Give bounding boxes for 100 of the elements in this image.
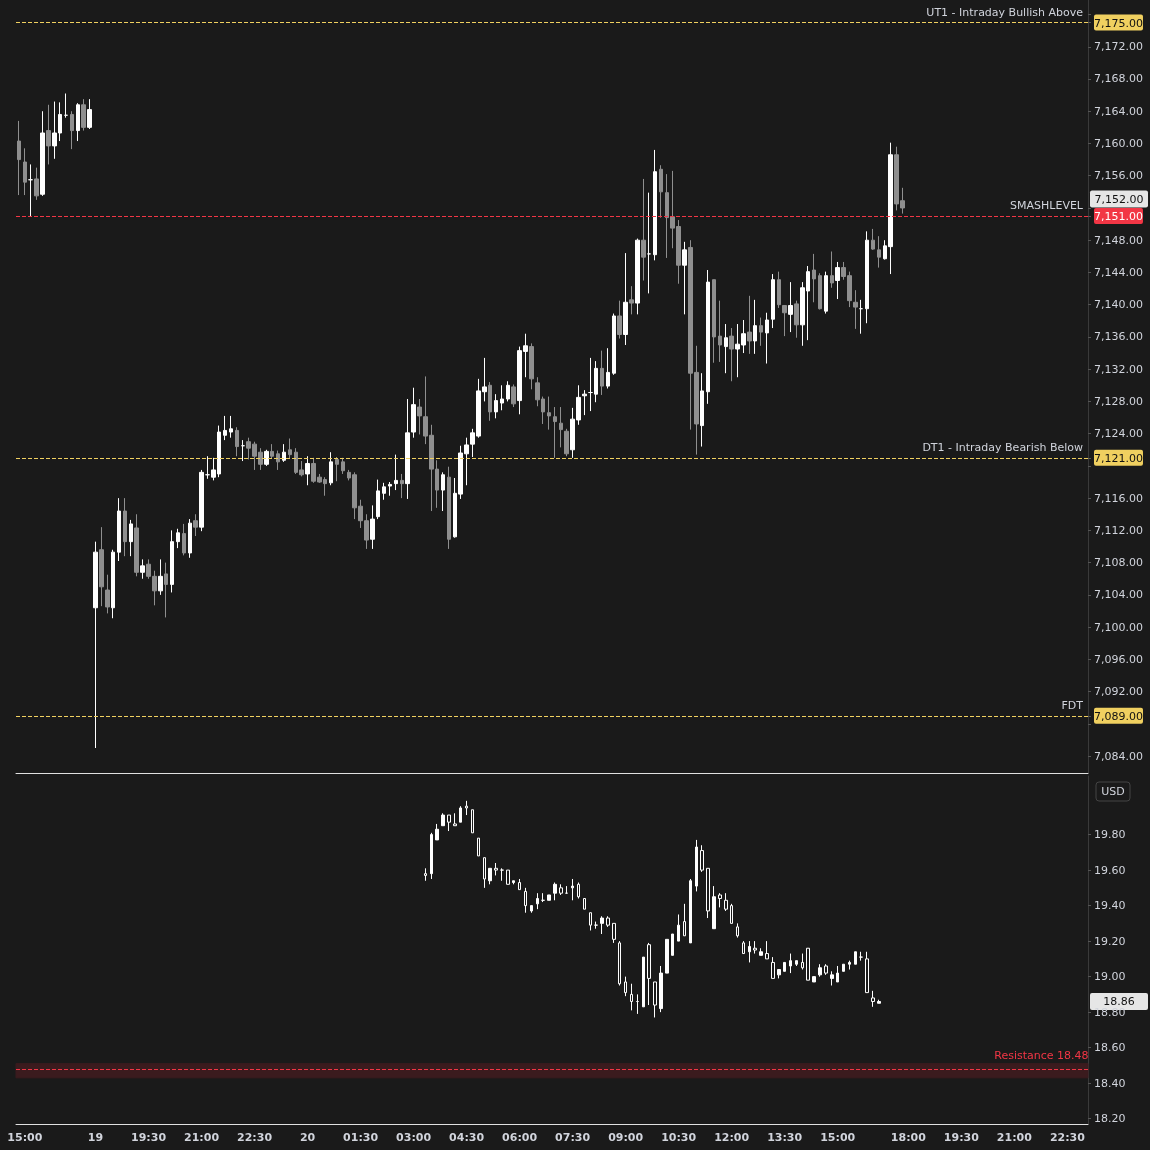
candlestick (17, 120, 21, 196)
candlestick (99, 526, 104, 607)
x-tick-label: 19 (87, 1131, 104, 1144)
candlestick (653, 149, 657, 261)
candlestick (618, 940, 621, 987)
candlestick (536, 892, 539, 910)
candlestick (630, 983, 633, 1011)
candlestick (771, 273, 775, 329)
candlestick (559, 406, 563, 448)
y-tick-label: 19.80 (1094, 828, 1126, 842)
y-tick-label: 18.60 (1094, 1041, 1126, 1055)
candlestick (695, 839, 698, 892)
candlestick (854, 951, 857, 965)
candlestick (483, 857, 486, 889)
candlestick (511, 383, 516, 408)
candlestick (447, 814, 451, 832)
candlestick (600, 350, 604, 396)
y-tick-label: 7,136.00 (1094, 330, 1143, 344)
candlestick (518, 878, 521, 891)
candlestick (370, 504, 375, 550)
candlestick (724, 323, 728, 374)
x-tick-label: 12:00 (714, 1131, 750, 1144)
candlestick (830, 250, 834, 289)
candlestick (176, 528, 180, 549)
candlestick (424, 867, 427, 882)
y-tick-label: 7,140.00 (1094, 298, 1143, 312)
x-tick-label: 15:00 (7, 1131, 43, 1144)
x-tick-label: 19:30 (943, 1131, 980, 1144)
candlestick (93, 541, 98, 749)
candlestick (582, 389, 587, 416)
candlestick (730, 903, 733, 924)
candlestick (158, 558, 163, 596)
candlestick (400, 473, 404, 499)
candlestick (642, 956, 645, 1008)
candlestick (806, 947, 810, 981)
candlestick (617, 300, 622, 340)
candlestick (441, 812, 445, 827)
candlestick (783, 961, 786, 972)
candlestick (506, 869, 510, 885)
candlestick (193, 513, 198, 537)
candlestick (818, 963, 822, 978)
candlestick (865, 951, 869, 994)
candlestick (606, 915, 610, 928)
y-tick-label: 7,175.00 (1094, 16, 1143, 30)
x-tick-label: 21:00 (184, 1131, 220, 1144)
candlestick (388, 481, 392, 497)
band-label: Resistance 18.48 (994, 1049, 1089, 1063)
y-tick-label: 7,168.00 (1094, 72, 1143, 86)
candlestick (871, 990, 875, 1008)
candlestick (471, 809, 474, 834)
x-tick-label: 01:30 (343, 1131, 379, 1144)
y-tick-label: 7,128.00 (1094, 394, 1143, 408)
candlestick (329, 451, 333, 486)
y-tick-label: 19.60 (1094, 863, 1126, 877)
candlestick (665, 938, 669, 974)
candlestick (818, 272, 822, 311)
candlestick (488, 867, 492, 885)
candlestick (718, 892, 722, 908)
candlestick (547, 894, 551, 901)
y-tick-label: 7,104.00 (1094, 588, 1143, 602)
candlestick (742, 940, 745, 955)
y-tick-label: 7,144.00 (1094, 265, 1143, 279)
y-tick-label: 7,151.00 (1094, 210, 1143, 224)
candlestick (606, 347, 610, 390)
candlestick (276, 450, 280, 471)
candlestick (824, 271, 828, 315)
candlestick (282, 443, 286, 463)
candlestick (748, 940, 751, 963)
candlestick (647, 192, 651, 294)
candlestick (877, 235, 881, 269)
candlestick (589, 912, 592, 931)
y-tick-label: 7,096.00 (1094, 652, 1143, 666)
candlestick (677, 913, 680, 942)
candlestick (782, 304, 787, 337)
candlestick (81, 98, 86, 132)
candlestick (771, 956, 775, 979)
candlestick (123, 497, 127, 557)
candlestick (117, 497, 121, 562)
candlestick (759, 317, 763, 347)
text: USD (1101, 785, 1125, 798)
candlestick (765, 312, 769, 365)
candlestick (812, 253, 816, 303)
candlestick (564, 428, 569, 457)
x-tick-label: 20 (299, 1131, 316, 1144)
candlestick (795, 960, 798, 967)
candlestick (877, 999, 881, 1004)
candlestick (229, 415, 233, 439)
y-tick-label: 18.20 (1094, 1112, 1126, 1126)
candlestick (500, 384, 504, 411)
candlestick (64, 93, 68, 119)
candlestick (612, 922, 616, 944)
y-tick-label: 7,156.00 (1094, 169, 1143, 183)
candlestick (500, 867, 504, 882)
candlestick (753, 299, 757, 355)
candlestick (653, 981, 657, 1018)
y-tick-label: 7,116.00 (1094, 491, 1143, 505)
candlestick (848, 960, 851, 971)
candlestick (835, 261, 840, 300)
y-tick-label: 19.00 (1094, 970, 1126, 984)
candlestick (529, 342, 534, 390)
